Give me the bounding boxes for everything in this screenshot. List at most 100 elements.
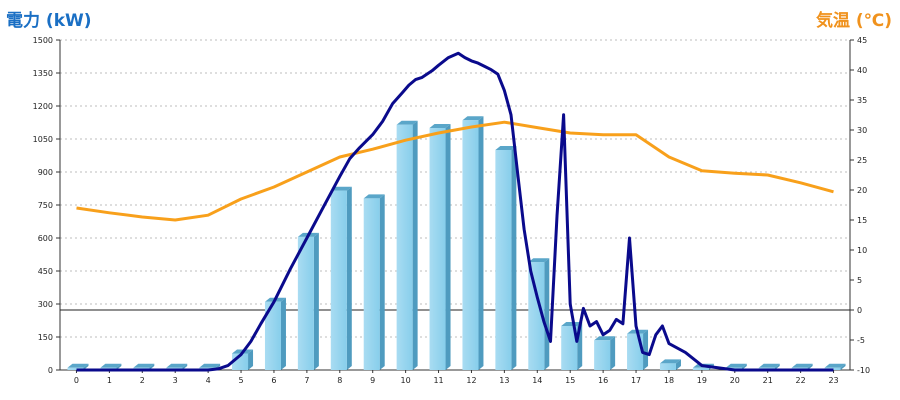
bar-top — [659, 359, 681, 364]
bar-side — [116, 363, 122, 370]
bar — [297, 232, 319, 370]
bar-top — [725, 363, 747, 368]
bar-side — [807, 363, 813, 370]
bar-side — [610, 336, 616, 370]
x-tick-label: 4 — [206, 376, 211, 385]
x-tick-label: 20 — [730, 376, 740, 385]
x-tick-label: 8 — [337, 376, 342, 385]
bar-side — [379, 194, 385, 370]
bar-side — [83, 363, 89, 370]
bar-top — [824, 363, 846, 368]
left-tick-label: 1500 — [33, 36, 53, 45]
bar-front — [67, 367, 84, 370]
left-tick-label: 450 — [38, 267, 53, 276]
x-tick-label: 18 — [664, 376, 674, 385]
bar — [462, 116, 484, 370]
x-tick-label: 13 — [499, 376, 509, 385]
x-tick-label: 2 — [140, 376, 145, 385]
bar — [528, 258, 550, 370]
bar-top — [330, 186, 352, 191]
bar-side — [149, 363, 155, 370]
right-tick-label: -5 — [857, 336, 865, 345]
bar-top — [561, 322, 583, 326]
right-tick-label: 20 — [857, 186, 867, 195]
bar-top — [758, 363, 780, 368]
bar-side — [313, 232, 319, 370]
bar — [330, 186, 352, 370]
bar-side — [774, 363, 780, 370]
bar-front — [396, 124, 413, 370]
bar-front — [594, 340, 611, 370]
bar-side — [248, 349, 254, 370]
bar — [495, 146, 517, 370]
bar-side — [675, 359, 681, 370]
bar-top — [199, 363, 221, 368]
bar-top — [396, 120, 418, 125]
x-tick-label: 21 — [763, 376, 773, 385]
bar-front — [561, 326, 578, 370]
right-tick-label: 35 — [857, 96, 867, 105]
bar-front — [429, 128, 446, 370]
right-tick-label: 5 — [857, 276, 862, 285]
bar-side — [478, 116, 484, 370]
bar-side — [840, 363, 846, 370]
bar-side — [544, 258, 550, 370]
bar — [363, 194, 385, 370]
bar-side — [346, 186, 352, 370]
x-tick-label: 7 — [304, 376, 309, 385]
bar-front — [692, 367, 709, 370]
left-tick-label: 1050 — [33, 135, 53, 144]
left-tick-label: 750 — [38, 201, 53, 210]
bar-front — [462, 120, 479, 370]
x-tick-label: 6 — [271, 376, 276, 385]
x-tick-label: 9 — [370, 376, 375, 385]
x-tick-label: 0 — [74, 376, 79, 385]
bar-front — [264, 301, 281, 370]
bar-side — [643, 329, 649, 370]
bar-top — [133, 363, 155, 368]
bar-top — [166, 363, 188, 368]
bar — [67, 363, 89, 370]
bar — [264, 297, 286, 370]
bar-side — [182, 363, 188, 370]
bar-top — [67, 363, 89, 368]
right-tick-label: 15 — [857, 216, 867, 225]
x-tick-label: 3 — [173, 376, 178, 385]
right-tick-label: 0 — [857, 306, 862, 315]
x-tick-label: 19 — [697, 376, 707, 385]
bar-front — [495, 150, 512, 370]
left-tick-label: 0 — [48, 366, 53, 375]
bar — [594, 336, 616, 370]
left-tick-label: 150 — [38, 333, 53, 342]
x-tick-label: 10 — [401, 376, 411, 385]
right-tick-label: 45 — [857, 36, 867, 45]
bar-side — [511, 146, 517, 370]
x-tick-label: 17 — [631, 376, 641, 385]
bar-top — [363, 194, 385, 199]
bar-front — [363, 198, 380, 370]
bar — [659, 359, 681, 370]
bar — [429, 124, 451, 370]
right-tick-label: 30 — [857, 126, 867, 135]
bar-top — [429, 124, 451, 128]
bar-side — [741, 363, 747, 370]
x-tick-label: 16 — [598, 376, 608, 385]
x-tick-label: 12 — [466, 376, 476, 385]
bar — [396, 120, 418, 370]
bar-top — [462, 116, 484, 121]
x-tick-label: 5 — [238, 376, 243, 385]
bar-side — [445, 124, 451, 370]
bar-side — [412, 120, 418, 370]
left-axis-title: 電力 (kW) — [6, 11, 92, 31]
left-tick-label: 1200 — [33, 102, 53, 111]
bar-top — [100, 363, 122, 368]
x-tick-label: 22 — [796, 376, 806, 385]
left-tick-label: 300 — [38, 300, 53, 309]
right-tick-label: -10 — [857, 366, 870, 375]
bar-top — [495, 146, 517, 150]
x-tick-label: 15 — [565, 376, 575, 385]
x-tick-label: 11 — [433, 376, 443, 385]
x-tick-label: 23 — [828, 376, 838, 385]
